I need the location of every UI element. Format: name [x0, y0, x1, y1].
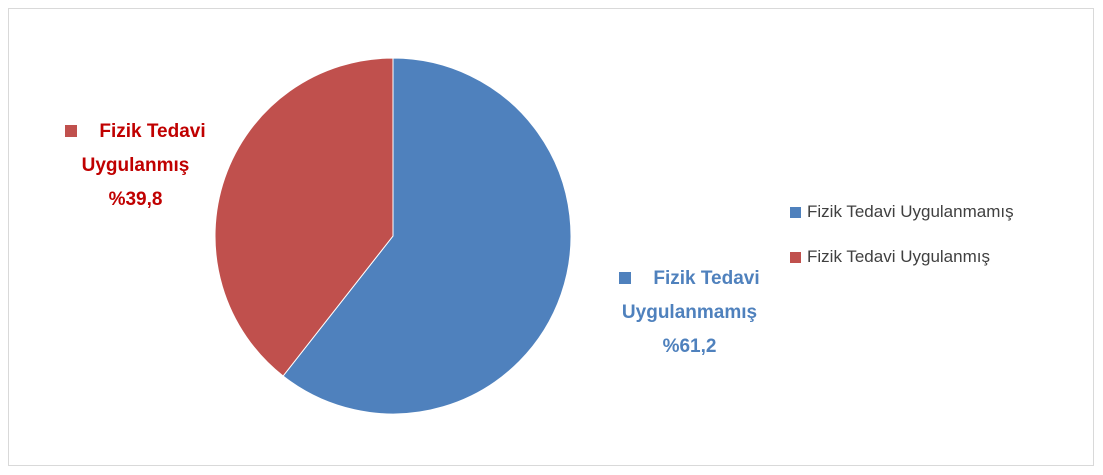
legend-item: Fizik Tedavi Uygulanmış — [790, 247, 990, 267]
legend-swatch — [790, 206, 801, 218]
legend-label: Fizik Tedavi Uygulanmış — [807, 247, 990, 266]
data-label: Fizik Tedavi Uygulanmamış %61,2 — [602, 262, 777, 364]
pie-slice — [214, 57, 394, 377]
data-label-marker — [619, 272, 632, 284]
pie-slice — [282, 57, 572, 415]
data-label-category: Fizik Tedavi Uygulanmış — [81, 121, 206, 176]
legend-label: Fizik Tedavi Uygulanmamış — [807, 202, 1014, 221]
legend-item: Fizik Tedavi Uygulanmamış — [790, 202, 1014, 222]
data-label-category: Fizik Tedavi Uygulanmamış — [621, 268, 760, 323]
data-label-marker — [65, 125, 78, 137]
data-label-value: %61,2 — [662, 336, 717, 357]
data-label-value: %39,8 — [108, 189, 163, 210]
data-label: Fizik Tedavi Uygulanmış %39,8 — [48, 115, 223, 217]
legend-swatch — [790, 251, 801, 263]
